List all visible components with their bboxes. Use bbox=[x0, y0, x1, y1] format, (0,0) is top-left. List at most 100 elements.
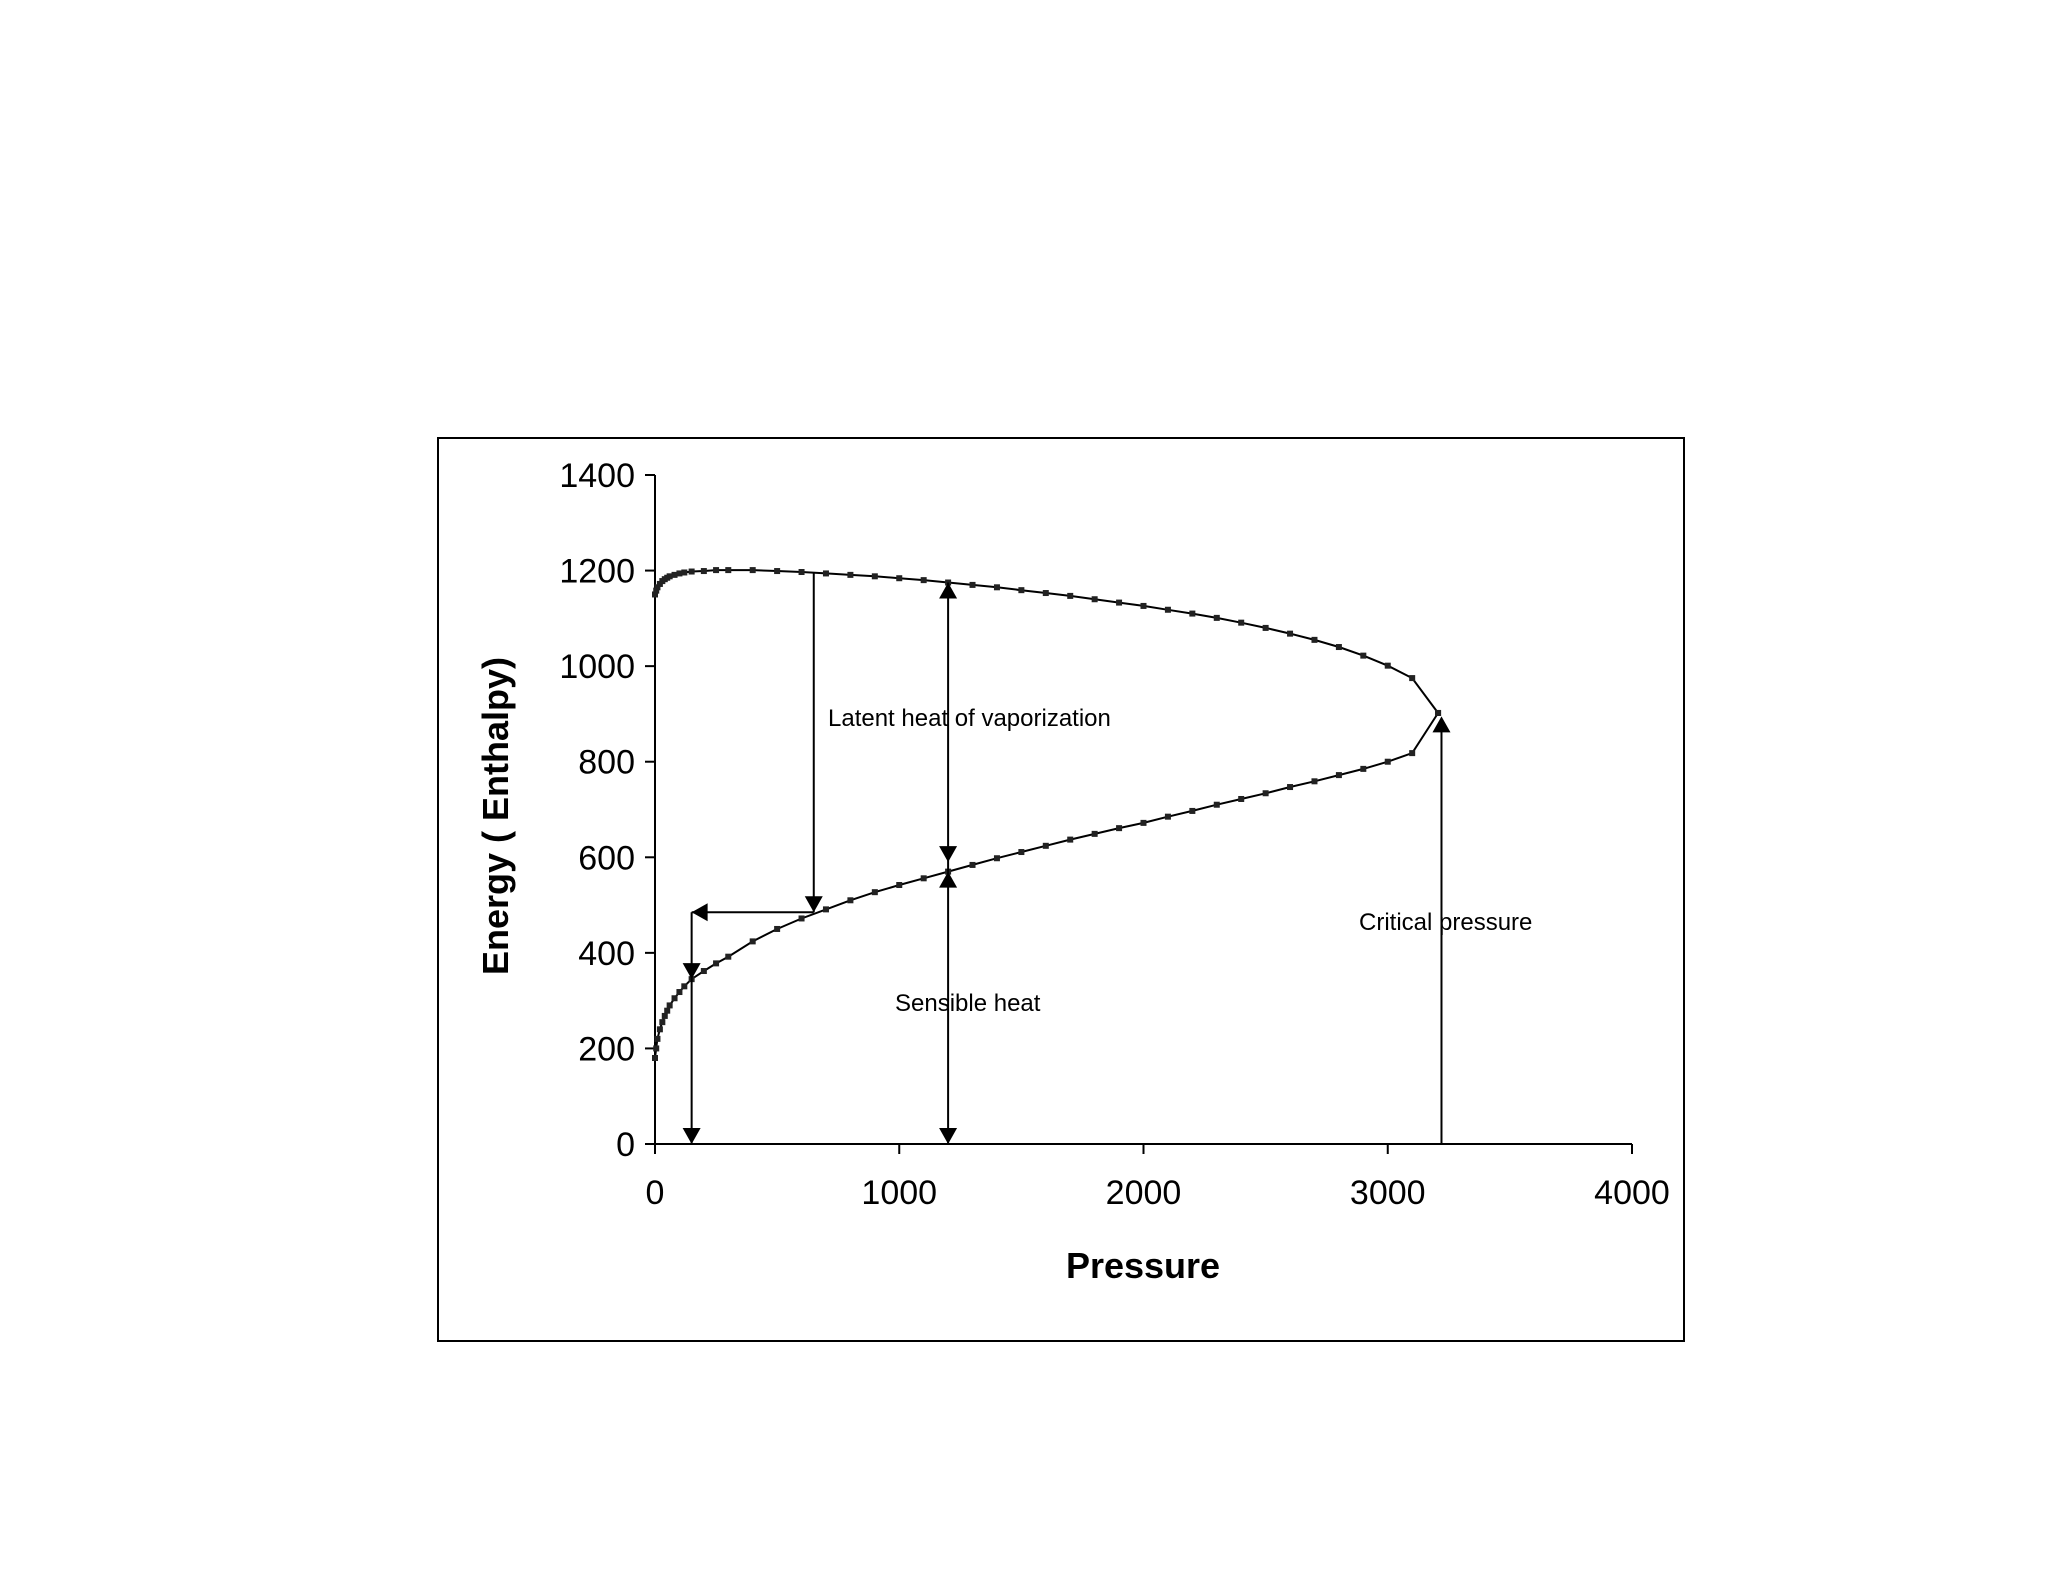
data-point bbox=[1335, 772, 1342, 779]
annotation-critical-pressure: Critical pressure bbox=[1359, 909, 1532, 936]
data-point bbox=[1067, 836, 1074, 843]
data-point bbox=[725, 953, 732, 960]
data-point bbox=[700, 568, 707, 575]
data-point bbox=[822, 570, 829, 577]
y-tick-label: 1000 bbox=[559, 648, 635, 686]
data-point bbox=[1409, 675, 1416, 682]
data-point bbox=[1360, 652, 1367, 659]
data-point bbox=[1164, 606, 1171, 613]
latent-double-arrowhead-top bbox=[939, 582, 958, 599]
data-point bbox=[659, 1019, 666, 1026]
data-point bbox=[1042, 590, 1049, 597]
data-point bbox=[969, 581, 976, 588]
data-point bbox=[671, 571, 678, 578]
x-tick-label: 4000 bbox=[1594, 1174, 1670, 1212]
data-point bbox=[1311, 778, 1318, 785]
data-point bbox=[822, 906, 829, 913]
data-point bbox=[749, 938, 756, 945]
data-point bbox=[666, 1002, 673, 1009]
data-point bbox=[749, 567, 756, 574]
data-point bbox=[713, 567, 720, 574]
data-point bbox=[661, 1012, 668, 1019]
data-point bbox=[871, 573, 878, 580]
data-point bbox=[969, 861, 976, 868]
y-tick-label: 1200 bbox=[559, 553, 635, 591]
data-point bbox=[1018, 587, 1025, 594]
data-point bbox=[666, 573, 673, 580]
data-point bbox=[1140, 819, 1147, 826]
data-point bbox=[1384, 758, 1391, 765]
data-point bbox=[1435, 709, 1442, 716]
x-tick-label: 2000 bbox=[1106, 1174, 1182, 1212]
data-point bbox=[774, 568, 781, 575]
x-tick-label: 1000 bbox=[861, 1174, 937, 1212]
data-point bbox=[671, 995, 678, 1002]
data-point bbox=[1140, 602, 1147, 609]
data-point bbox=[1287, 630, 1294, 637]
data-point bbox=[1018, 849, 1025, 856]
x-tick-label: 3000 bbox=[1350, 1174, 1426, 1212]
chart-border bbox=[437, 437, 1685, 1342]
data-point bbox=[676, 989, 683, 996]
data-point bbox=[725, 567, 732, 574]
annotation-sensible-heat: Sensible heat bbox=[895, 990, 1041, 1017]
data-point bbox=[664, 1007, 671, 1014]
y-axis-title: Energy ( Enthalpy) bbox=[475, 657, 516, 975]
sensible-heat-arrowhead-bottom bbox=[939, 1128, 958, 1144]
data-point bbox=[681, 569, 688, 576]
latent-heat-arrowhead bbox=[804, 896, 823, 913]
data-point bbox=[798, 569, 805, 576]
data-point bbox=[1189, 610, 1196, 617]
axes: 0 200 400 600 800 1000 1200 1400 0 1000 2000 3000 40… bbox=[559, 457, 1669, 1212]
left-vertical-arrowhead-bottom bbox=[682, 1128, 701, 1144]
y-tick-label: 600 bbox=[578, 839, 635, 877]
data-point bbox=[653, 1045, 660, 1052]
series-layer bbox=[652, 567, 1442, 1061]
data-point bbox=[713, 960, 720, 967]
data-point bbox=[652, 1054, 658, 1061]
data-point bbox=[652, 591, 658, 598]
data-point bbox=[1067, 592, 1074, 599]
data-point bbox=[676, 570, 683, 577]
data-point bbox=[993, 855, 1000, 862]
data-point bbox=[656, 1026, 663, 1033]
data-point bbox=[847, 897, 854, 904]
y-tick-label: 1400 bbox=[559, 457, 635, 495]
data-point bbox=[1164, 813, 1171, 820]
data-point bbox=[681, 983, 688, 990]
data-point bbox=[700, 968, 707, 975]
data-point bbox=[847, 571, 854, 578]
data-point bbox=[1213, 801, 1220, 808]
annotation-layer: Latent heat of vaporization Sensible hea… bbox=[682, 572, 1532, 1144]
data-point bbox=[1091, 830, 1098, 837]
data-point bbox=[1360, 765, 1367, 772]
data-point bbox=[993, 584, 1000, 591]
latent-double-arrowhead-bottom bbox=[939, 846, 958, 863]
data-point bbox=[896, 575, 903, 582]
data-point bbox=[1287, 784, 1294, 791]
y-tick-label: 800 bbox=[578, 744, 635, 782]
x-tick-label: 0 bbox=[646, 1174, 665, 1212]
data-point bbox=[871, 889, 878, 896]
data-point bbox=[1238, 795, 1245, 802]
critical-pressure-arrowhead bbox=[1432, 716, 1451, 733]
data-point bbox=[1384, 662, 1391, 669]
data-point bbox=[1409, 750, 1416, 757]
data-point bbox=[1116, 825, 1123, 832]
y-tick-label: 0 bbox=[616, 1126, 635, 1164]
data-point bbox=[774, 925, 781, 932]
horizontal-arrowhead bbox=[691, 903, 708, 922]
x-axis-title: Pressure bbox=[1066, 1245, 1220, 1286]
data-point bbox=[920, 577, 927, 584]
data-point bbox=[1238, 619, 1245, 626]
data-point bbox=[798, 915, 805, 922]
data-point bbox=[1042, 842, 1049, 849]
data-point bbox=[1091, 596, 1098, 603]
data-point bbox=[1116, 599, 1123, 606]
data-point bbox=[896, 882, 903, 889]
data-point bbox=[1262, 790, 1269, 797]
annotation-latent-heat: Latent heat of vaporization bbox=[828, 705, 1111, 732]
left-vertical-arrowhead-mid bbox=[682, 963, 701, 980]
y-tick-label: 200 bbox=[578, 1030, 635, 1068]
y-tick-label: 400 bbox=[578, 935, 635, 973]
